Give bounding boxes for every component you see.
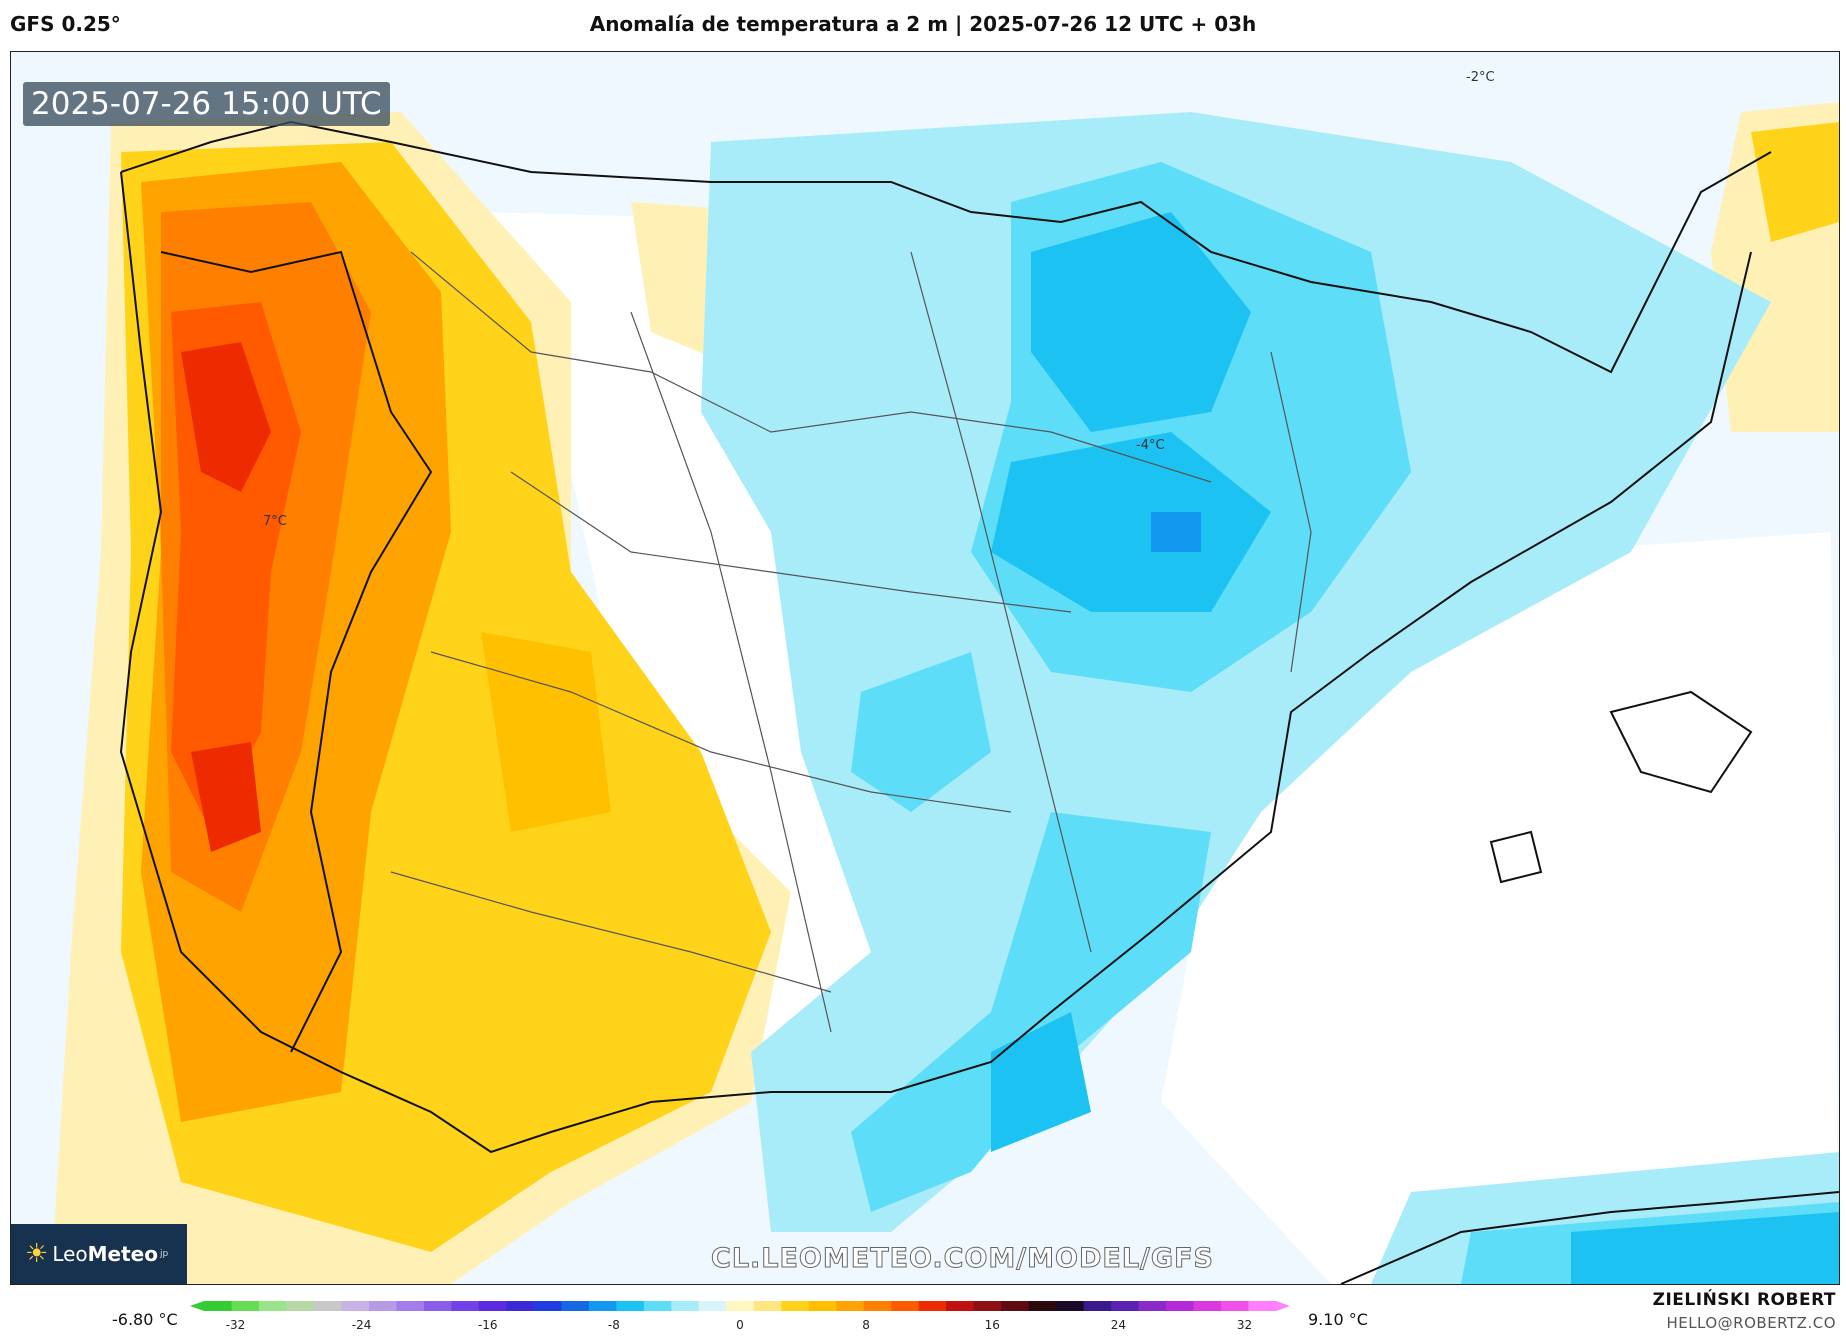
- colorbar-cell: [808, 1301, 837, 1311]
- colorbar-cell: [341, 1301, 370, 1311]
- colorbar-cell: [946, 1301, 975, 1311]
- colorbar-arrow-right: [1276, 1301, 1290, 1311]
- colorbar-arrow-left: [190, 1301, 204, 1311]
- contour-label: -4°C: [1136, 438, 1165, 453]
- colorbar-cell: [671, 1301, 700, 1311]
- colorbar-cell: [258, 1301, 287, 1311]
- timestamp-overlay: 2025-07-26 15:00 UTC: [23, 82, 390, 126]
- colorbar-cell: [368, 1301, 397, 1311]
- colorbar-cell: [1056, 1301, 1085, 1311]
- model-label: GFS 0.25°: [10, 12, 121, 36]
- colorbar-cell: [561, 1301, 590, 1311]
- leometeo-logo[interactable]: ☀ Leo Meteo jp: [11, 1224, 187, 1284]
- map-title: Anomalía de temperatura a 2 m | 2025-07-…: [589, 12, 1257, 36]
- colorbar-cell: [1001, 1301, 1030, 1311]
- colorbar-tick-label: -16: [478, 1318, 498, 1332]
- colorbar-tick-label: -24: [352, 1318, 372, 1332]
- colorbar-cell: [478, 1301, 507, 1311]
- colorbar-cell: [1138, 1301, 1167, 1311]
- colorbar-tick-label: 0: [736, 1318, 744, 1332]
- anomaly-map[interactable]: 2025-07-26 15:00 UTC -2°C -4°C 7°C ☀ Leo…: [10, 51, 1840, 1285]
- colorbar-cell: [313, 1301, 342, 1311]
- author-email[interactable]: HELLO@ROBERTZ.CO: [1666, 1314, 1836, 1332]
- colorbar-cell: [1193, 1301, 1222, 1311]
- brand-suffix: jp: [160, 1249, 169, 1259]
- colorbar-cell: [451, 1301, 480, 1311]
- colorbar-tick-label: 24: [1111, 1318, 1126, 1332]
- colorbar-cell: [891, 1301, 920, 1311]
- colorbar-tick-label: -32: [226, 1318, 246, 1332]
- map-fields: [11, 52, 1839, 1284]
- colorbar-cell: [231, 1301, 260, 1311]
- colorbar-cell: [506, 1301, 535, 1311]
- colorbar-tick-label: 8: [862, 1318, 870, 1332]
- contour-label: -2°C: [1466, 70, 1495, 85]
- colorbar-cell: [698, 1301, 727, 1311]
- colorbar-cell: [918, 1301, 947, 1311]
- colorbar: -32 -24 -16 -8 0 8 16 24 32: [190, 1301, 1290, 1332]
- colorbar-cell: [1028, 1301, 1057, 1311]
- colorbar-cell: [643, 1301, 672, 1311]
- colorbar-min-label: -6.80 °C: [112, 1310, 178, 1329]
- colorbar-cell: [1111, 1301, 1140, 1311]
- colorbar-cell: [396, 1301, 425, 1311]
- colorbar-cell: [204, 1301, 232, 1311]
- colorbar-tick-label: 32: [1237, 1318, 1252, 1332]
- colorbar-tick-label: -8: [608, 1318, 620, 1332]
- colorbar-cell: [286, 1301, 315, 1311]
- colorbar-cell: [836, 1301, 865, 1311]
- colorbar-max-label: 9.10 °C: [1308, 1310, 1368, 1329]
- colorbar-cell: [1166, 1301, 1195, 1311]
- colorbar-cell: [781, 1301, 810, 1311]
- brand-name-bold: Meteo: [87, 1242, 158, 1266]
- colorbar-cell: [973, 1301, 1002, 1311]
- colorbar-cell: [726, 1301, 755, 1311]
- colorbar-cell: [1221, 1301, 1250, 1311]
- contour-label: 7°C: [263, 514, 287, 529]
- colorbar-cell: [533, 1301, 562, 1311]
- colorbar-cell: [423, 1301, 452, 1311]
- watermark-url: CL.LEOMETEO.COM/MODEL/GFS: [711, 1243, 1214, 1275]
- colorbar-cell: [588, 1301, 617, 1311]
- colorbar-cell: [1083, 1301, 1112, 1311]
- colorbar-tick-label: 16: [985, 1318, 1000, 1332]
- colorbar-cell: [1248, 1301, 1277, 1311]
- brand-name-light: Leo: [52, 1242, 88, 1266]
- colorbar-cell: [616, 1301, 645, 1311]
- colorbar-cell: [863, 1301, 892, 1311]
- sun-icon: ☀: [25, 1239, 49, 1269]
- author-name: ZIELIŃSKI ROBERT: [1652, 1290, 1836, 1310]
- colorbar-cell: [753, 1301, 782, 1311]
